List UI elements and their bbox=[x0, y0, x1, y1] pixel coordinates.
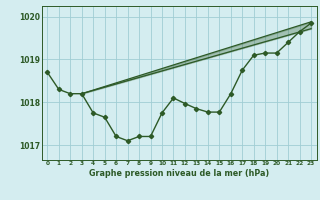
X-axis label: Graphe pression niveau de la mer (hPa): Graphe pression niveau de la mer (hPa) bbox=[89, 169, 269, 178]
